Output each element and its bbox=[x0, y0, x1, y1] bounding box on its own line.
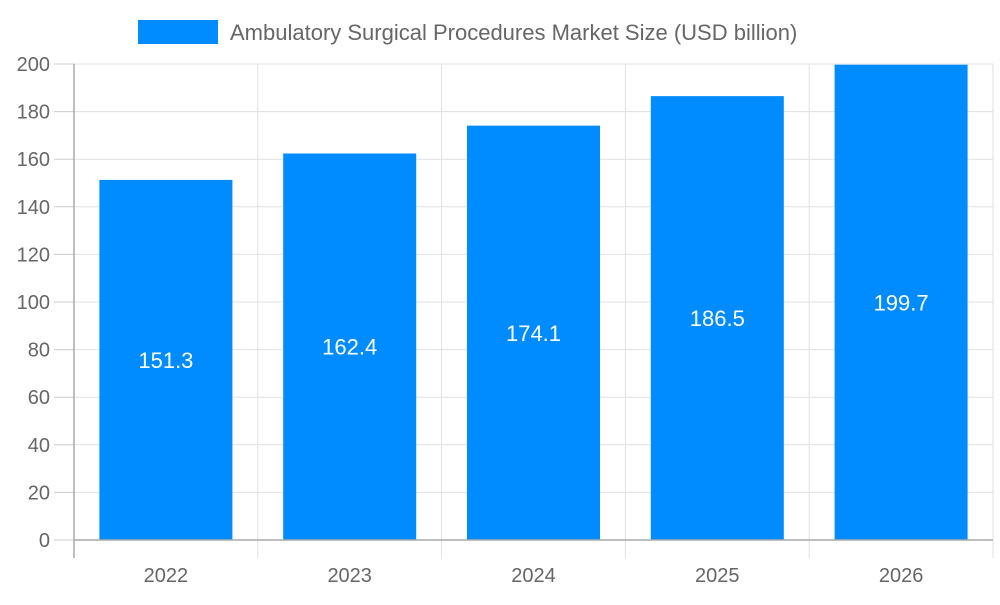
y-tick-label: 100 bbox=[17, 292, 50, 314]
bar-2026 bbox=[834, 64, 968, 541]
data-label: 174.1 bbox=[506, 321, 561, 346]
data-label: 199.7 bbox=[874, 290, 929, 315]
legend-label: Ambulatory Surgical Procedures Market Si… bbox=[230, 20, 797, 45]
legend-swatch bbox=[138, 20, 218, 44]
data-label: 151.3 bbox=[138, 348, 193, 373]
bar-2022 bbox=[99, 179, 233, 540]
bar-2023 bbox=[283, 153, 417, 540]
x-tick-label: 2025 bbox=[695, 565, 740, 587]
y-tick-label: 200 bbox=[17, 54, 50, 76]
y-tick-label: 0 bbox=[39, 530, 50, 552]
y-tick-label: 120 bbox=[17, 244, 50, 266]
x-tick-label: 2024 bbox=[511, 565, 556, 587]
legend: Ambulatory Surgical Procedures Market Si… bbox=[138, 20, 797, 45]
x-tick-label: 2026 bbox=[879, 565, 924, 587]
y-tick-label: 180 bbox=[17, 102, 50, 124]
y-tick-label: 140 bbox=[17, 197, 50, 219]
y-tick-label: 160 bbox=[17, 149, 50, 171]
y-tick-label: 80 bbox=[28, 340, 50, 362]
y-tick-label: 20 bbox=[28, 482, 50, 504]
x-tick-label: 2022 bbox=[144, 565, 189, 587]
y-tick-label: 60 bbox=[28, 387, 50, 409]
data-label: 162.4 bbox=[322, 335, 377, 360]
bar-2025 bbox=[650, 96, 784, 540]
data-label: 186.5 bbox=[690, 306, 745, 331]
bar-2024 bbox=[467, 125, 600, 540]
y-tick-label: 40 bbox=[28, 435, 50, 457]
x-tick-label: 2023 bbox=[327, 565, 372, 587]
